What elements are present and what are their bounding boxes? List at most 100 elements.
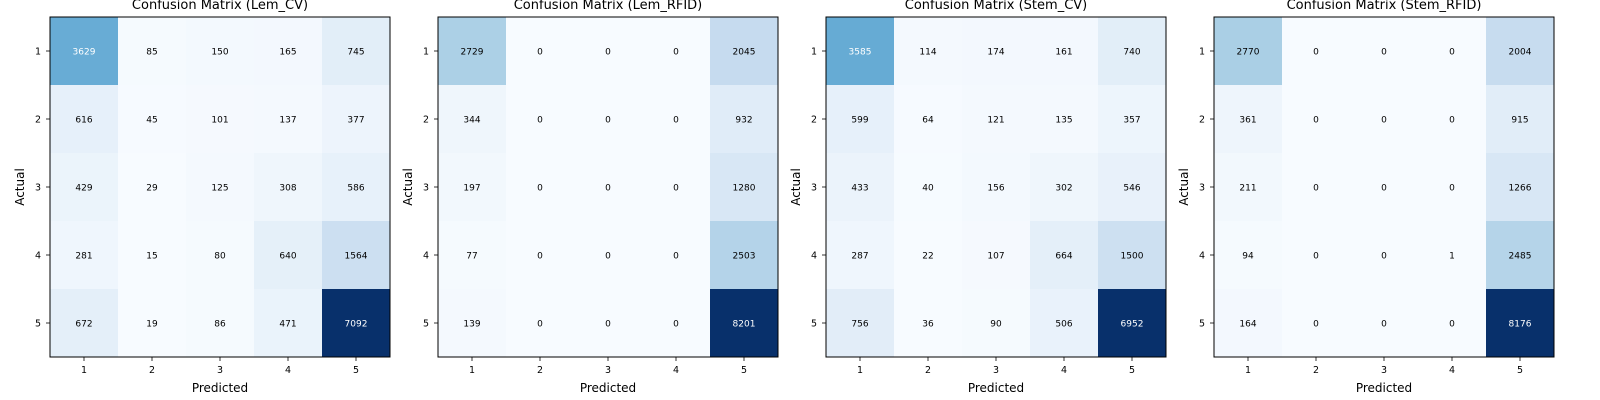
cell-value-label: 0 (1381, 48, 1387, 58)
heatmap-cell (710, 289, 779, 358)
cell-value-label: 0 (1449, 320, 1455, 330)
heatmap-cell (322, 221, 391, 290)
heatmap-cell (118, 153, 187, 222)
cell-value-label: 85 (146, 48, 157, 58)
heatmap-cell (1282, 85, 1351, 154)
cell-value-label: 344 (463, 116, 480, 126)
x-tick-label: 4 (285, 365, 291, 376)
cell-value-label: 2485 (1509, 252, 1532, 262)
cell-value-label: 0 (1313, 48, 1319, 58)
chart-title: Confusion Matrix (Stem_RFID) (1287, 0, 1482, 13)
x-tick-label: 3 (993, 365, 999, 376)
heatmap-cell (1486, 153, 1555, 222)
heatmap-cell (1486, 85, 1555, 154)
cell-value-label: 506 (1055, 320, 1072, 330)
cell-value-label: 0 (605, 116, 611, 126)
cell-value-label: 29 (146, 184, 158, 194)
cell-value-label: 287 (851, 252, 868, 262)
cell-value-label: 0 (1449, 48, 1455, 58)
cell-value-label: 6952 (1121, 320, 1144, 330)
heatmap-cell (1350, 221, 1419, 290)
cell-value-label: 101 (211, 116, 228, 126)
cell-value-label: 2004 (1509, 48, 1532, 58)
cell-value-label: 0 (537, 320, 543, 330)
cell-value-label: 94 (1242, 252, 1254, 262)
cell-value-label: 1266 (1509, 184, 1532, 194)
x-tick-label: 3 (217, 365, 223, 376)
y-tick-label: 2 (811, 115, 817, 126)
x-tick-label: 5 (741, 365, 747, 376)
cell-value-label: 1564 (345, 252, 368, 262)
heatmap-cell (826, 221, 895, 290)
heatmap-cell (1418, 85, 1487, 154)
heatmap-cell (1030, 289, 1099, 358)
cell-value-label: 0 (673, 48, 679, 58)
cell-value-label: 664 (1055, 252, 1072, 262)
cell-value-label: 90 (990, 320, 1002, 330)
cell-value-label: 599 (851, 116, 868, 126)
cell-value-label: 932 (735, 116, 752, 126)
x-tick-label: 2 (925, 365, 931, 376)
heatmap-cell (438, 85, 507, 154)
y-tick-label: 4 (811, 251, 817, 262)
heatmap-cell (574, 221, 643, 290)
heatmap-cell (186, 153, 255, 222)
cell-value-label: 0 (605, 48, 611, 58)
x-tick-label: 4 (673, 365, 679, 376)
heatmap-cell (710, 153, 779, 222)
heatmap-cell (962, 221, 1031, 290)
heatmap-cell (826, 153, 895, 222)
cell-value-label: 357 (1123, 116, 1140, 126)
heatmap-cell (1214, 85, 1283, 154)
x-tick-label: 3 (1381, 365, 1387, 376)
heatmap-cell (574, 153, 643, 222)
y-tick-label: 1 (35, 47, 41, 58)
y-tick-label: 4 (35, 251, 41, 262)
heatmap-cell (1098, 221, 1167, 290)
cell-value-label: 36 (922, 320, 934, 330)
y-tick-label: 3 (423, 183, 429, 194)
heatmap-cell (186, 221, 255, 290)
cell-value-label: 0 (605, 184, 611, 194)
heatmap-cell (962, 85, 1031, 154)
cell-value-label: 433 (851, 184, 868, 194)
cell-value-label: 1280 (733, 184, 756, 194)
cell-value-label: 0 (1381, 252, 1387, 262)
cell-value-label: 586 (347, 184, 364, 194)
heatmap-cell (962, 17, 1031, 86)
heatmap-cell (1030, 153, 1099, 222)
heatmap-cell (710, 221, 779, 290)
x-tick-label: 2 (537, 365, 543, 376)
cell-value-label: 8176 (1509, 320, 1532, 330)
heatmap-cell (254, 221, 323, 290)
heatmap-cell (1030, 17, 1099, 86)
cell-value-label: 80 (214, 252, 226, 262)
cell-value-label: 0 (1381, 184, 1387, 194)
heatmap-cell (1486, 17, 1555, 86)
heatmap-cell (894, 17, 963, 86)
heatmap-cell (574, 85, 643, 154)
heatmap-cell (1030, 221, 1099, 290)
heatmap-cell (186, 17, 255, 86)
cell-value-label: 2503 (733, 252, 756, 262)
cell-value-label: 616 (75, 116, 92, 126)
heatmap-cell (322, 153, 391, 222)
cell-value-label: 19 (146, 320, 158, 330)
cell-value-label: 546 (1123, 184, 1140, 194)
heatmap-cell (438, 289, 507, 358)
heatmap-cell (50, 221, 119, 290)
cell-value-label: 107 (987, 252, 1004, 262)
cell-value-label: 0 (673, 184, 679, 194)
heatmap-cell (710, 85, 779, 154)
cell-value-label: 0 (1381, 320, 1387, 330)
heatmap-cell (254, 289, 323, 358)
cell-value-label: 1500 (1121, 252, 1144, 262)
cell-value-label: 672 (75, 320, 92, 330)
heatmap-cell (962, 289, 1031, 358)
y-tick-label: 5 (423, 319, 429, 330)
cell-value-label: 77 (466, 252, 477, 262)
